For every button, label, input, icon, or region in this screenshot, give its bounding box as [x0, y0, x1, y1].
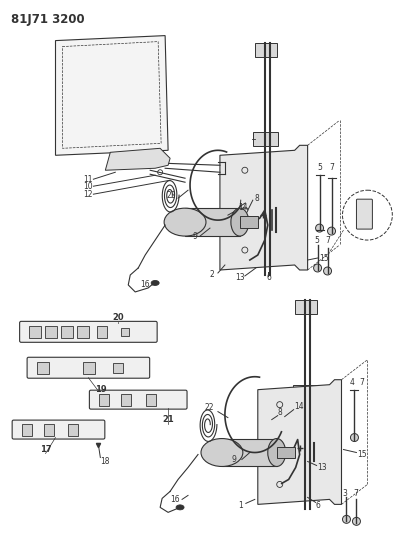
Circle shape — [351, 433, 359, 441]
Text: 3: 3 — [343, 489, 347, 498]
Text: 5: 5 — [318, 163, 322, 172]
Circle shape — [353, 518, 361, 526]
Text: 16: 16 — [140, 280, 150, 289]
Text: 21: 21 — [162, 415, 174, 424]
Text: 14: 14 — [295, 402, 304, 411]
Text: 6: 6 — [267, 273, 272, 282]
FancyBboxPatch shape — [45, 326, 57, 338]
FancyBboxPatch shape — [121, 394, 131, 406]
Bar — [277, 447, 295, 458]
Text: 1: 1 — [238, 501, 243, 510]
Text: 19: 19 — [95, 385, 106, 394]
FancyBboxPatch shape — [113, 363, 123, 373]
FancyBboxPatch shape — [29, 326, 41, 338]
FancyBboxPatch shape — [90, 390, 187, 409]
Text: 13: 13 — [318, 463, 327, 472]
Text: 15: 15 — [357, 450, 367, 459]
FancyBboxPatch shape — [99, 394, 109, 406]
Text: 5: 5 — [314, 236, 320, 245]
Text: 9: 9 — [232, 455, 237, 464]
Ellipse shape — [268, 439, 286, 466]
Circle shape — [343, 515, 351, 523]
Ellipse shape — [176, 505, 184, 510]
Text: 8: 8 — [255, 193, 259, 203]
FancyBboxPatch shape — [121, 328, 129, 336]
Text: 16: 16 — [170, 495, 180, 504]
Bar — [253, 132, 278, 147]
Text: 13: 13 — [235, 273, 244, 282]
FancyBboxPatch shape — [37, 362, 49, 374]
Circle shape — [324, 267, 332, 275]
Ellipse shape — [151, 280, 159, 286]
Text: 11: 11 — [84, 175, 93, 184]
Text: 15: 15 — [320, 254, 329, 263]
Polygon shape — [220, 146, 308, 270]
Text: 22: 22 — [205, 403, 215, 412]
Text: 14: 14 — [238, 203, 248, 212]
Polygon shape — [258, 379, 341, 504]
Ellipse shape — [164, 208, 206, 236]
FancyBboxPatch shape — [21, 424, 31, 435]
Ellipse shape — [231, 208, 249, 236]
Text: 18: 18 — [100, 457, 110, 466]
Bar — [255, 43, 277, 56]
Text: 6: 6 — [316, 501, 320, 510]
FancyBboxPatch shape — [357, 199, 373, 229]
Bar — [293, 385, 318, 399]
FancyBboxPatch shape — [27, 357, 150, 378]
Text: 20: 20 — [113, 313, 124, 322]
FancyBboxPatch shape — [61, 326, 73, 338]
Circle shape — [328, 227, 336, 235]
FancyBboxPatch shape — [77, 326, 89, 338]
Text: 7: 7 — [326, 236, 330, 245]
Text: 7: 7 — [353, 489, 358, 498]
Text: 22: 22 — [166, 191, 176, 200]
FancyBboxPatch shape — [97, 326, 107, 338]
FancyBboxPatch shape — [68, 424, 78, 435]
Bar — [222, 439, 277, 466]
Bar — [185, 208, 240, 236]
Text: 7: 7 — [330, 163, 334, 172]
Bar — [295, 300, 316, 314]
Text: 8: 8 — [278, 408, 283, 417]
FancyBboxPatch shape — [84, 362, 96, 374]
Polygon shape — [105, 148, 170, 170]
Circle shape — [316, 224, 324, 232]
Text: 9: 9 — [192, 231, 197, 240]
Circle shape — [314, 264, 322, 272]
Text: 12: 12 — [84, 190, 93, 199]
FancyBboxPatch shape — [146, 394, 156, 406]
Text: 10: 10 — [84, 182, 93, 191]
FancyBboxPatch shape — [20, 321, 157, 342]
Bar — [240, 216, 258, 228]
FancyBboxPatch shape — [43, 424, 53, 435]
Ellipse shape — [201, 439, 243, 466]
Text: 81J71 3200: 81J71 3200 — [11, 13, 84, 26]
Polygon shape — [55, 36, 168, 155]
Text: 4: 4 — [349, 378, 354, 387]
Text: 7: 7 — [359, 378, 364, 387]
Text: 2: 2 — [210, 270, 215, 279]
FancyBboxPatch shape — [12, 420, 105, 439]
Text: 17: 17 — [40, 445, 51, 454]
